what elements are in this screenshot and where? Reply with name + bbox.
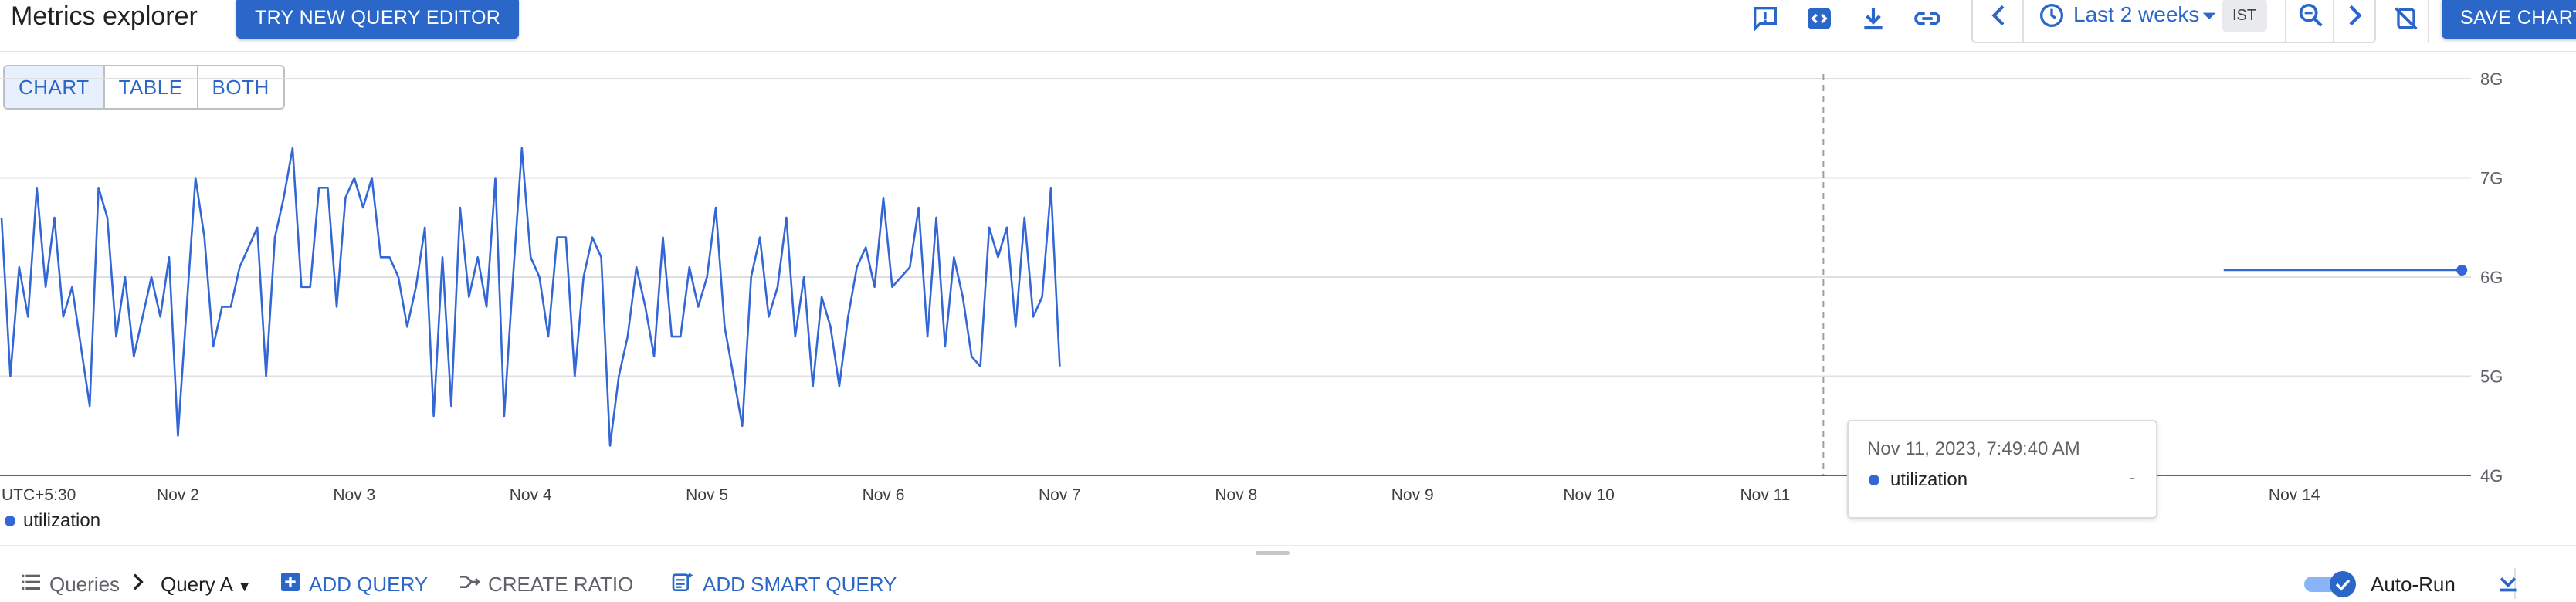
chevron-right-icon <box>125 570 150 594</box>
zoom-icon[interactable] <box>2296 0 2327 31</box>
grid-lines <box>0 78 2471 476</box>
y-tick-label: 5G <box>2480 367 2503 387</box>
query-bar: Queries Query A ▼ ADD QUERY CREATE RATIO… <box>0 560 2576 599</box>
panel-divider <box>0 545 2576 546</box>
feedback-icon[interactable] <box>1750 3 1781 34</box>
add-smart-query-button[interactable]: ADD SMART QUERY <box>703 573 897 596</box>
x-tick-label: Nov 2 <box>157 486 199 504</box>
tooltip-timestamp: Nov 11, 2023, 7:49:40 AM <box>1867 438 2080 459</box>
query-name-label: Query A <box>161 573 232 596</box>
time-range-dropdown[interactable]: Last 2 weeks <box>2073 0 2199 31</box>
x-tick-label: Nov 3 <box>333 486 375 504</box>
x-tick-label: Nov 6 <box>863 486 905 504</box>
save-chart-button[interactable]: SAVE CHART <box>2442 0 2576 39</box>
try-new-query-editor-button[interactable]: TRY NEW QUERY EDITOR <box>236 0 520 39</box>
merge-icon[interactable] <box>457 570 482 594</box>
auto-run-toggle[interactable] <box>2301 571 2358 597</box>
series-layer <box>0 147 2468 447</box>
download-icon[interactable] <box>1858 3 1889 34</box>
chart-legend[interactable]: utilization <box>5 509 100 533</box>
x-tick-label: Nov 9 <box>1391 486 1434 504</box>
utilization-line <box>0 147 1061 447</box>
previous-period-icon[interactable] <box>1984 0 2015 31</box>
latest-point-marker <box>2456 265 2468 276</box>
smart-query-icon[interactable] <box>670 570 695 594</box>
separator <box>2022 0 2024 42</box>
x-tick-label: Nov 10 <box>1563 486 1615 504</box>
y-tick-label: 7G <box>2480 169 2503 188</box>
link-icon[interactable] <box>1912 3 1943 34</box>
x-tick-label: Nov 5 <box>686 486 728 504</box>
page-title: Metrics explorer <box>11 2 198 31</box>
collapse-panel-icon[interactable] <box>2494 568 2522 596</box>
timezone-badge[interactable]: IST <box>2222 0 2268 32</box>
tooltip-series-label: utilization <box>1890 469 1968 490</box>
x-tick-label: Nov 7 <box>1039 486 1081 504</box>
sync-off-icon[interactable] <box>2391 3 2422 34</box>
queries-breadcrumb[interactable]: Queries <box>49 573 120 596</box>
legend-label: utilization <box>23 510 101 531</box>
chevron-down-icon[interactable] <box>2194 0 2225 31</box>
separator <box>2428 0 2429 43</box>
top-bar: Metrics explorer TRY NEW QUERY EDITOR La… <box>0 0 2576 52</box>
x-tick-label: Nov 14 <box>2269 486 2320 504</box>
resize-handle[interactable] <box>1256 551 1290 555</box>
tooltip-series-row: utilization <box>1869 469 1968 491</box>
chart-area[interactable]: 4G 5G 6G 7G 8G UTC+5:30 Nov 2 Nov 3 Nov 4 Nov 5 N… <box>0 51 2576 509</box>
tooltip-color-swatch <box>1869 475 1879 485</box>
add-box-icon[interactable] <box>278 570 303 594</box>
clock-icon <box>2036 0 2067 31</box>
y-tick-label: 4G <box>2480 466 2503 485</box>
tooltip-value: - <box>2130 468 2136 487</box>
time-range-label: Last 2 weeks <box>2073 2 2200 26</box>
x-tick-label: Nov 4 <box>510 486 552 504</box>
x-tick-label: Nov 11 <box>1740 486 1791 504</box>
y-tick-label: 6G <box>2480 268 2503 287</box>
time-range-selector: Last 2 weeks IST <box>1971 0 2376 43</box>
create-ratio-button[interactable]: CREATE RATIO <box>488 573 634 596</box>
caret-down-icon: ▼ <box>237 579 252 594</box>
code-icon[interactable] <box>1804 3 1835 34</box>
separator <box>2285 0 2286 42</box>
separator <box>2514 568 2516 599</box>
next-period-icon[interactable] <box>2339 0 2370 31</box>
hover-tooltip: Nov 11, 2023, 7:49:40 AM utilization - <box>1847 420 2157 519</box>
add-query-button[interactable]: ADD QUERY <box>309 573 429 596</box>
query-a-selector[interactable]: Query A ▼ <box>161 571 252 600</box>
list-icon <box>19 570 43 594</box>
auto-run-label: Auto-Run <box>2371 573 2456 596</box>
y-axis: 4G 5G 6G 7G 8G <box>2480 69 2503 485</box>
y-tick-label: 8G <box>2480 69 2503 89</box>
x-tick-label: Nov 8 <box>1215 486 1257 504</box>
legend-color-swatch <box>5 516 15 526</box>
x-tick-label: UTC+5:30 <box>2 486 76 504</box>
separator <box>2333 0 2334 42</box>
